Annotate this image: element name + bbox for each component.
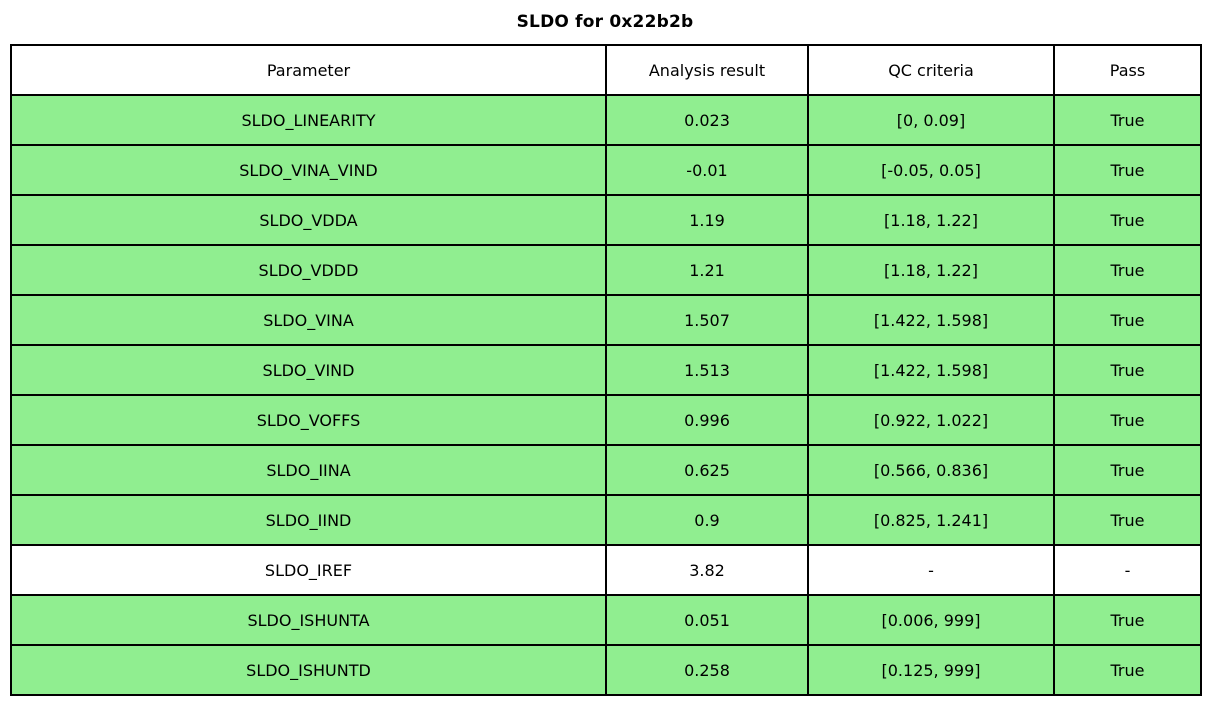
- table-row: SLDO_VDDA 1.19 [1.18, 1.22] True: [10, 194, 1202, 246]
- pass-cell: True: [1053, 144, 1202, 196]
- pass-cell: True: [1053, 344, 1202, 396]
- qc-criteria-cell: [0.566, 0.836]: [807, 444, 1055, 496]
- parameter-cell: SLDO_VOFFS: [10, 394, 607, 446]
- column-header-parameter: Parameter: [10, 44, 607, 96]
- column-header-analysis-result: Analysis result: [605, 44, 809, 96]
- qc-criteria-cell: [0.825, 1.241]: [807, 494, 1055, 546]
- analysis-result-cell: 0.9: [605, 494, 809, 546]
- analysis-result-cell: 1.513: [605, 344, 809, 396]
- table-row: SLDO_VINA_VIND -0.01 [-0.05, 0.05] True: [10, 144, 1202, 196]
- header-row: Parameter Analysis result QC criteria Pa…: [10, 44, 1202, 96]
- parameter-cell: SLDO_VIND: [10, 344, 607, 396]
- parameter-cell: SLDO_ISHUNTD: [10, 644, 607, 696]
- table-row: SLDO_LINEARITY 0.023 [0, 0.09] True: [10, 94, 1202, 146]
- qc-results-table: Parameter Analysis result QC criteria Pa…: [10, 44, 1202, 696]
- pass-cell: True: [1053, 94, 1202, 146]
- pass-cell: True: [1053, 394, 1202, 446]
- table-body: SLDO_LINEARITY 0.023 [0, 0.09] True SLDO…: [10, 94, 1202, 696]
- analysis-result-cell: 1.21: [605, 244, 809, 296]
- qc-criteria-cell: [0.125, 999]: [807, 644, 1055, 696]
- qc-criteria-cell: [0, 0.09]: [807, 94, 1055, 146]
- table-row: SLDO_VDDD 1.21 [1.18, 1.22] True: [10, 244, 1202, 296]
- analysis-result-cell: -0.01: [605, 144, 809, 196]
- analysis-result-cell: 1.507: [605, 294, 809, 346]
- table-row: SLDO_VOFFS 0.996 [0.922, 1.022] True: [10, 394, 1202, 446]
- pass-cell: -: [1053, 544, 1202, 596]
- pass-cell: True: [1053, 594, 1202, 646]
- parameter-cell: SLDO_ISHUNTA: [10, 594, 607, 646]
- analysis-result-cell: 0.023: [605, 94, 809, 146]
- column-header-qc-criteria: QC criteria: [807, 44, 1055, 96]
- parameter-cell: SLDO_IIND: [10, 494, 607, 546]
- page-title: SLDO for 0x22b2b: [516, 12, 694, 32]
- pass-cell: True: [1053, 294, 1202, 346]
- pass-cell: True: [1053, 194, 1202, 246]
- analysis-result-cell: 0.625: [605, 444, 809, 496]
- pass-cell: True: [1053, 494, 1202, 546]
- parameter-cell: SLDO_LINEARITY: [10, 94, 607, 146]
- pass-cell: True: [1053, 644, 1202, 696]
- parameter-cell: SLDO_VINA: [10, 294, 607, 346]
- analysis-result-cell: 0.051: [605, 594, 809, 646]
- table-row: SLDO_IIND 0.9 [0.825, 1.241] True: [10, 494, 1202, 546]
- qc-criteria-cell: [0.922, 1.022]: [807, 394, 1055, 446]
- parameter-cell: SLDO_IREF: [10, 544, 607, 596]
- analysis-result-cell: 1.19: [605, 194, 809, 246]
- analysis-result-cell: 3.82: [605, 544, 809, 596]
- qc-criteria-cell: [1.18, 1.22]: [807, 244, 1055, 296]
- table-row: SLDO_VIND 1.513 [1.422, 1.598] True: [10, 344, 1202, 396]
- table-row: SLDO_ISHUNTD 0.258 [0.125, 999] True: [10, 644, 1202, 696]
- analysis-result-cell: 0.996: [605, 394, 809, 446]
- pass-cell: True: [1053, 444, 1202, 496]
- qc-criteria-cell: [1.18, 1.22]: [807, 194, 1055, 246]
- parameter-cell: SLDO_VINA_VIND: [10, 144, 607, 196]
- table-row: SLDO_IREF 3.82 - -: [10, 544, 1202, 596]
- qc-criteria-cell: [-0.05, 0.05]: [807, 144, 1055, 196]
- table-row: SLDO_IINA 0.625 [0.566, 0.836] True: [10, 444, 1202, 496]
- table-header: Parameter Analysis result QC criteria Pa…: [10, 44, 1202, 96]
- parameter-cell: SLDO_VDDD: [10, 244, 607, 296]
- pass-cell: True: [1053, 244, 1202, 296]
- table-row: SLDO_ISHUNTA 0.051 [0.006, 999] True: [10, 594, 1202, 646]
- column-header-pass: Pass: [1053, 44, 1202, 96]
- qc-criteria-cell: -: [807, 544, 1055, 596]
- parameter-cell: SLDO_VDDA: [10, 194, 607, 246]
- qc-criteria-cell: [1.422, 1.598]: [807, 344, 1055, 396]
- qc-criteria-cell: [0.006, 999]: [807, 594, 1055, 646]
- table-row: SLDO_VINA 1.507 [1.422, 1.598] True: [10, 294, 1202, 346]
- parameter-cell: SLDO_IINA: [10, 444, 607, 496]
- analysis-result-cell: 0.258: [605, 644, 809, 696]
- qc-criteria-cell: [1.422, 1.598]: [807, 294, 1055, 346]
